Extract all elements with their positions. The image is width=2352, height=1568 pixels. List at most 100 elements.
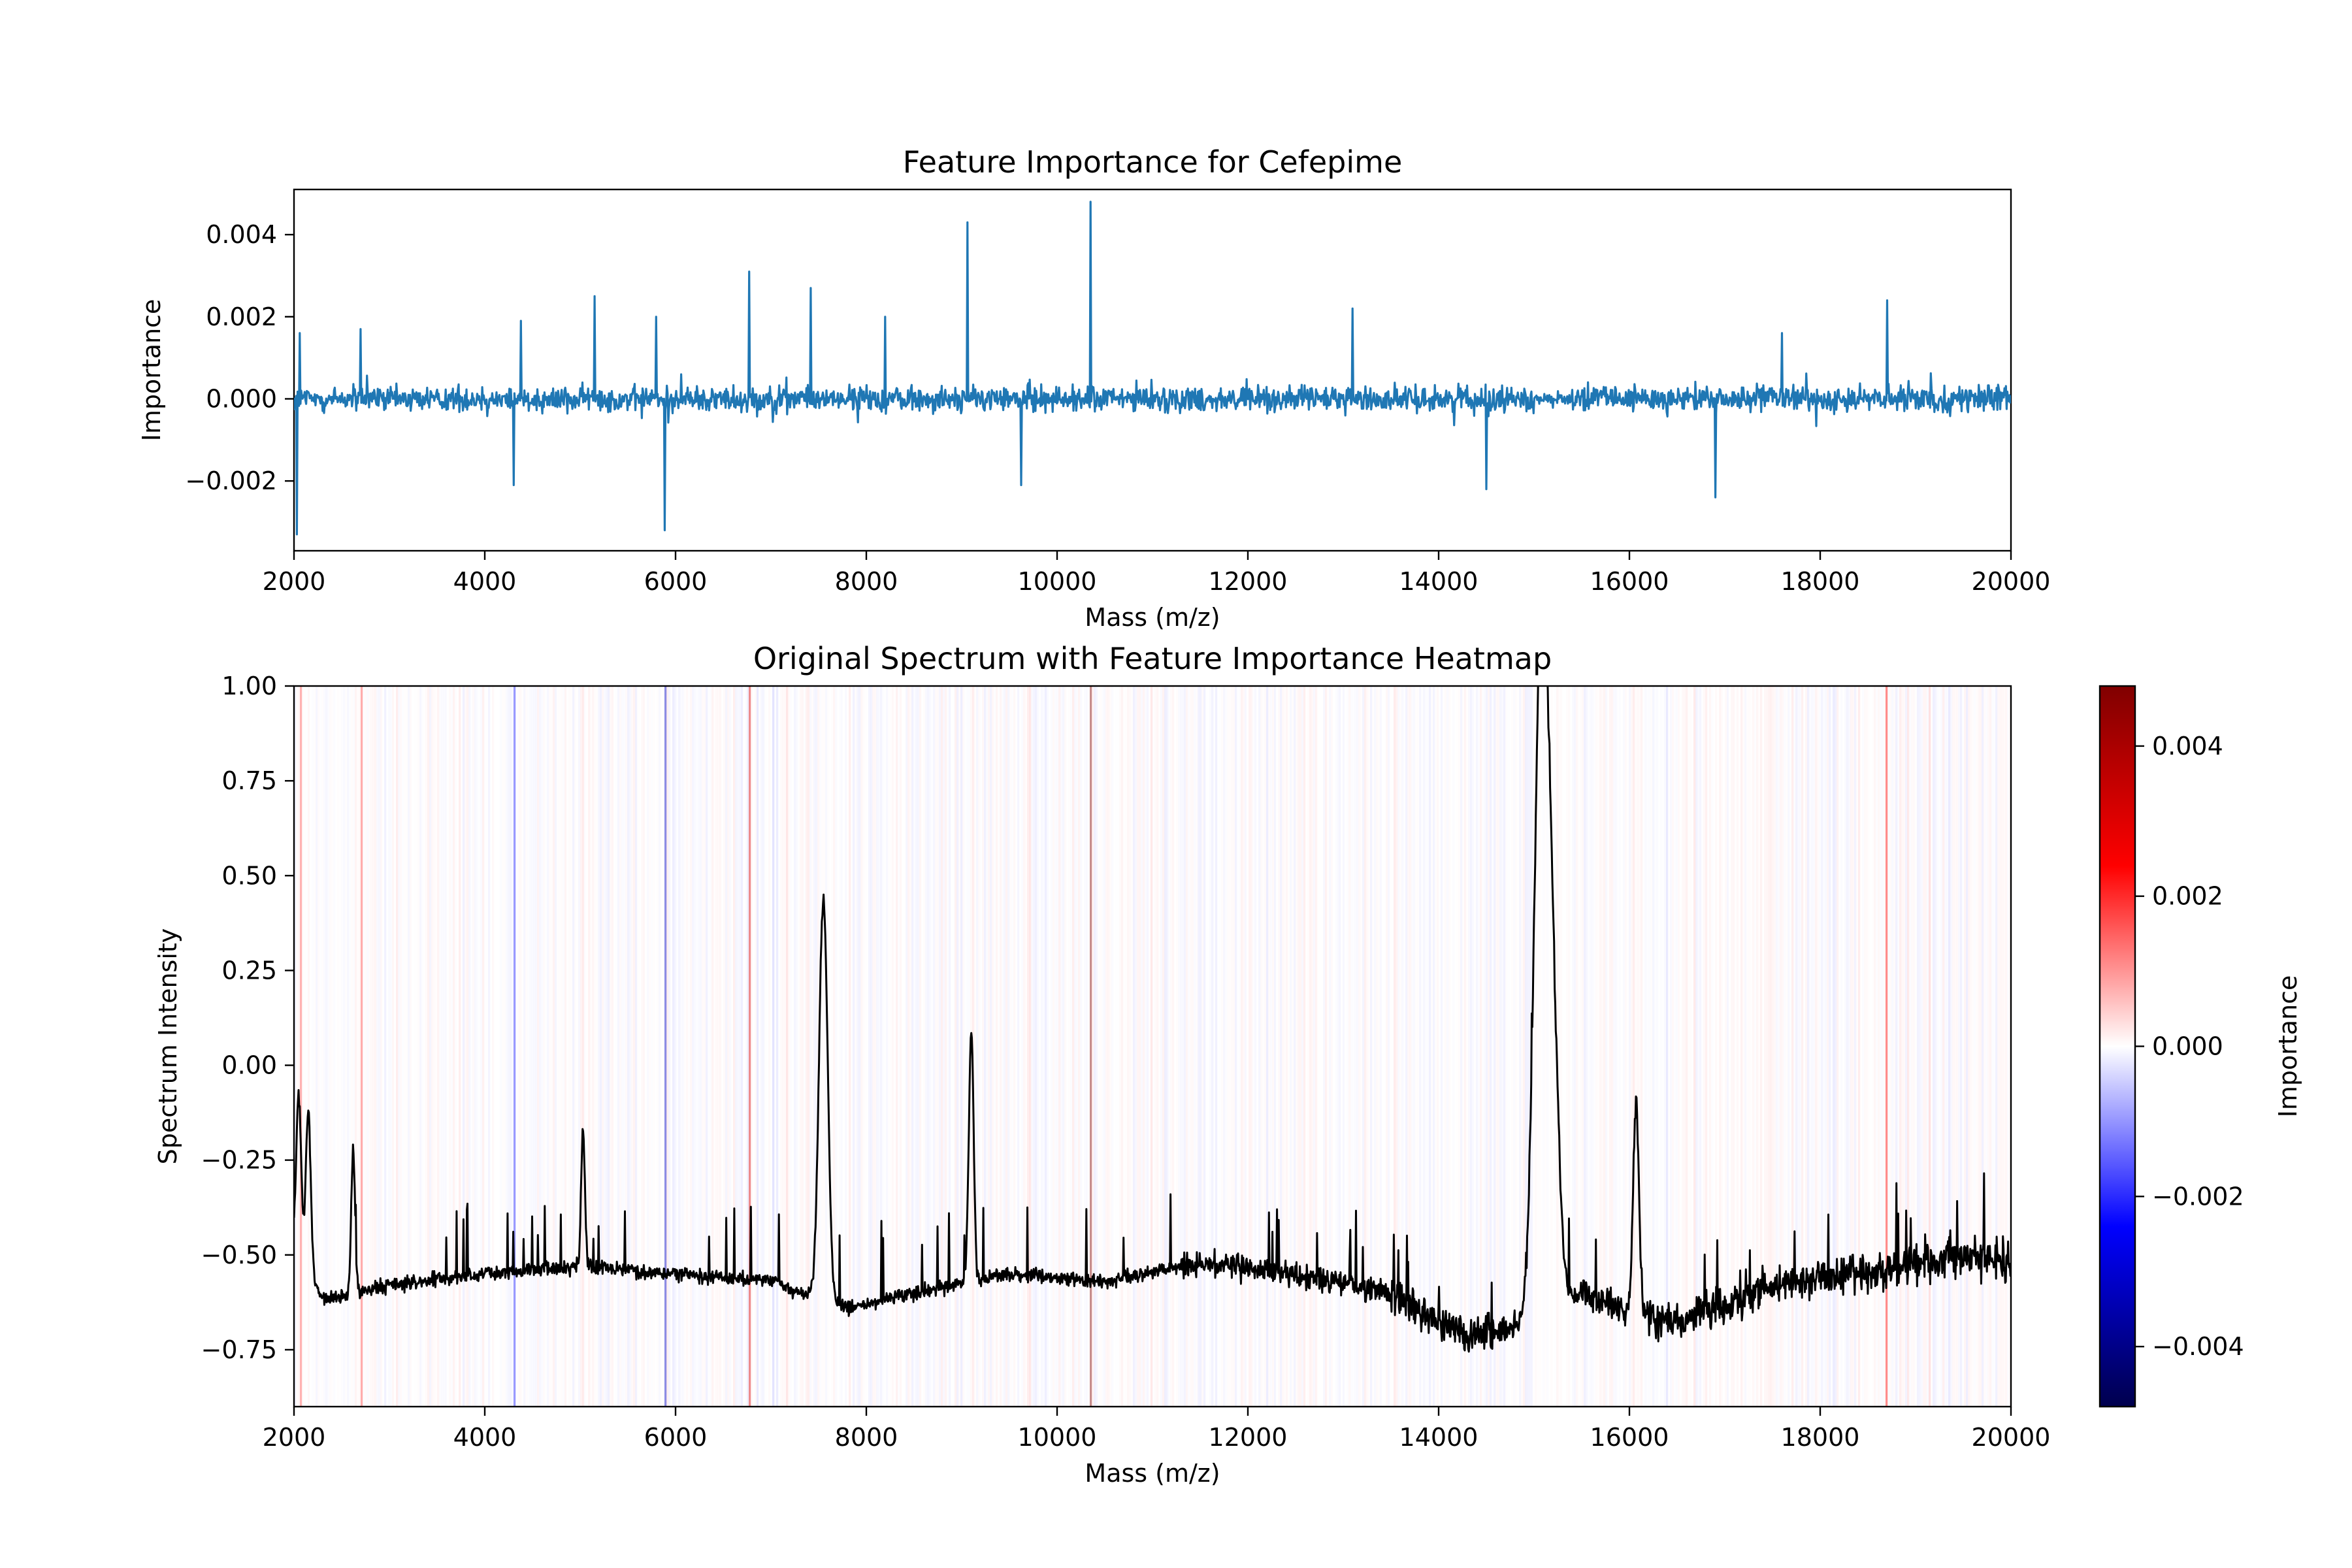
heatmap-stripe bbox=[1182, 686, 1184, 1407]
heatmap-stripe bbox=[1635, 686, 1637, 1407]
heatmap-stripe bbox=[1184, 686, 1186, 1407]
heatmap-stripe bbox=[1249, 686, 1251, 1407]
heatmap-stripe bbox=[527, 686, 530, 1407]
spectrum-x-tick-label: 16000 bbox=[1590, 1423, 1669, 1452]
heatmap-stripe bbox=[517, 686, 520, 1407]
heatmap-stripe bbox=[1317, 686, 1320, 1407]
heatmap-stripe bbox=[1380, 686, 1382, 1407]
heatmap-stripe bbox=[1107, 686, 1110, 1407]
spectrum-series-line bbox=[294, 686, 2011, 1353]
heatmap-stripe bbox=[482, 686, 485, 1407]
heatmap-stripe bbox=[927, 686, 930, 1407]
heatmap-stripe bbox=[1458, 686, 1461, 1407]
heatmap-stripe bbox=[1762, 686, 1765, 1407]
heatmap-stripe bbox=[1770, 686, 1772, 1407]
heatmap-stripe bbox=[1147, 686, 1149, 1407]
heatmap-stripe bbox=[378, 686, 381, 1407]
heatmap-stripe bbox=[1086, 686, 1088, 1407]
heatmap-stripe bbox=[1123, 686, 1126, 1407]
heatmap-stripe bbox=[1523, 686, 1526, 1407]
heatmap-stripe bbox=[437, 686, 440, 1407]
heatmap-stripe bbox=[890, 686, 892, 1407]
heatmap-stripe bbox=[811, 686, 814, 1407]
heatmap-stripe bbox=[325, 686, 328, 1407]
heatmap-stripe bbox=[717, 686, 720, 1407]
heatmap-stripe bbox=[1301, 686, 1304, 1407]
heatmap-stripe bbox=[1509, 686, 1512, 1407]
heatmap-stripe bbox=[1294, 686, 1296, 1407]
heatmap-stripe bbox=[551, 686, 553, 1407]
heatmap-stripe bbox=[1203, 686, 1206, 1407]
heatmap-stripe bbox=[917, 686, 920, 1407]
heatmap-stripe bbox=[1286, 686, 1288, 1407]
heatmap-stripe bbox=[1021, 686, 1024, 1407]
heatmap-stripe bbox=[1188, 686, 1190, 1407]
heatmap-stripe bbox=[1935, 686, 1937, 1407]
heatmap-stripe bbox=[382, 686, 385, 1407]
heatmap-stripe bbox=[1782, 686, 1784, 1407]
heatmap-stripe bbox=[1429, 686, 1431, 1407]
heatmap-stripe bbox=[610, 686, 612, 1407]
heatmap-stripe bbox=[512, 686, 514, 1407]
heatmap-stripe bbox=[1258, 686, 1261, 1407]
heatmap-stripe bbox=[1740, 686, 1743, 1407]
heatmap-stripe bbox=[439, 686, 442, 1407]
heatmap-stripe bbox=[1664, 686, 1667, 1407]
heatmap-stripe bbox=[1721, 686, 1723, 1407]
heatmap-stripe bbox=[443, 686, 446, 1407]
heatmap-stripe bbox=[1615, 686, 1618, 1407]
heatmap-stripe bbox=[1113, 686, 1116, 1407]
heatmap-stripe bbox=[621, 686, 624, 1407]
heatmap-stripe bbox=[1164, 686, 1167, 1407]
heatmap-stripe bbox=[480, 686, 483, 1407]
heatmap-stripe bbox=[576, 686, 579, 1407]
heatmap-stripe bbox=[1913, 686, 1916, 1407]
heatmap-stripe bbox=[1231, 686, 1233, 1407]
heatmap-stripe bbox=[923, 686, 926, 1407]
heatmap-stripe bbox=[1282, 686, 1284, 1407]
heatmap-stripe bbox=[1450, 686, 1453, 1407]
heatmap-stripe bbox=[1846, 686, 1849, 1407]
heatmap-stripe bbox=[1396, 686, 1398, 1407]
heatmap-stripe bbox=[541, 686, 544, 1407]
heatmap-stripe bbox=[1558, 686, 1561, 1407]
heatmap-stripe bbox=[996, 686, 998, 1407]
heatmap-stripe bbox=[637, 686, 640, 1407]
heatmap-stripe bbox=[543, 686, 546, 1407]
heatmap-stripe bbox=[417, 686, 420, 1407]
heatmap-stripe bbox=[1838, 686, 1841, 1407]
heatmap-stripe bbox=[1654, 686, 1657, 1407]
heatmap-stripe bbox=[555, 686, 557, 1407]
heatmap-stripe bbox=[578, 686, 581, 1407]
heatmap-stripe bbox=[300, 686, 302, 1407]
heatmap-stripe bbox=[1503, 686, 1506, 1407]
heatmap-stripe bbox=[1419, 686, 1422, 1407]
heatmap-stripe bbox=[1752, 686, 1755, 1407]
heatmap-stripe bbox=[582, 686, 585, 1407]
heatmap-stripe bbox=[1674, 686, 1676, 1407]
heatmap-stripe bbox=[1852, 686, 1855, 1407]
heatmap-stripe bbox=[1035, 686, 1037, 1407]
heatmap-stripe bbox=[1719, 686, 1722, 1407]
heatmap-stripe bbox=[1705, 686, 1708, 1407]
heatmap-stripe bbox=[1045, 686, 1047, 1407]
heatmap-stripe bbox=[1893, 686, 1896, 1407]
heatmap-stripe bbox=[1886, 686, 1888, 1407]
heatmap-stripe bbox=[1119, 686, 1122, 1407]
heatmap-stripe bbox=[1952, 686, 1955, 1407]
heatmap-stripe bbox=[1186, 686, 1188, 1407]
heatmap-stripe bbox=[429, 686, 432, 1407]
heatmap-stripe bbox=[335, 686, 338, 1407]
heatmap-stripe bbox=[1541, 686, 1543, 1407]
heatmap-stripe bbox=[1933, 686, 1935, 1407]
importance-x-axis-label: Mass (m/z) bbox=[1085, 603, 1220, 632]
heatmap-stripe bbox=[1307, 686, 1310, 1407]
heatmap-stripe bbox=[1237, 686, 1239, 1407]
heatmap-stripe bbox=[1592, 686, 1594, 1407]
heatmap-stripe bbox=[1133, 686, 1135, 1407]
heatmap-stripe bbox=[402, 686, 404, 1407]
heatmap-stripe bbox=[380, 686, 383, 1407]
heatmap-stripe bbox=[594, 686, 596, 1407]
heatmap-stripe bbox=[337, 686, 340, 1407]
